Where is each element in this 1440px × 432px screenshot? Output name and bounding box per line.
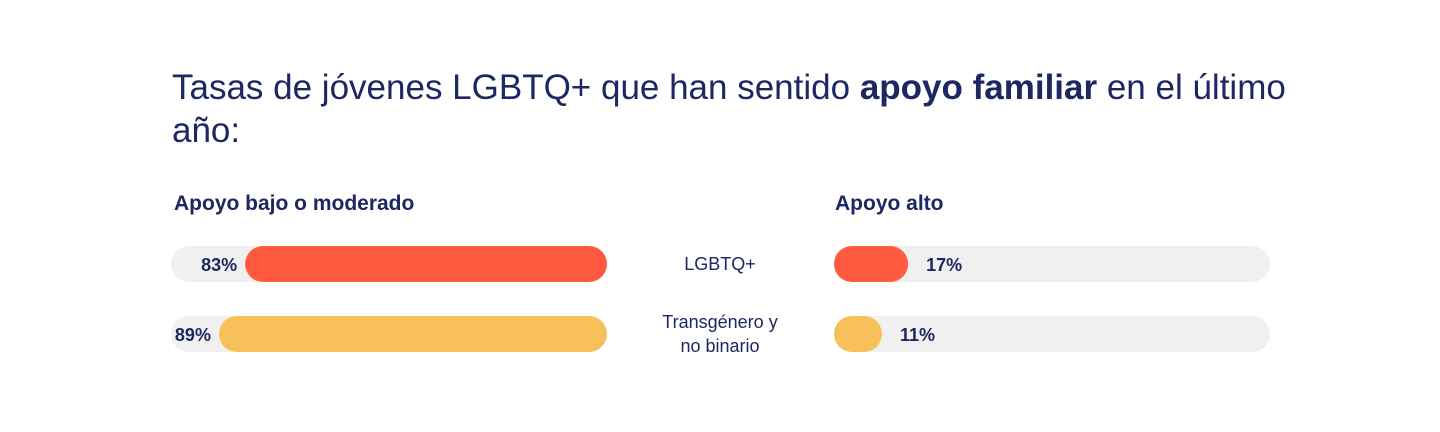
category-label: LGBTQ+ (684, 254, 756, 274)
left-bar (245, 246, 607, 282)
right-track (834, 316, 1270, 352)
right-track (834, 246, 1270, 282)
page-title: Tasas de jóvenes LGBTQ+ que han sentido … (172, 66, 1292, 152)
category-label: Transgénero y (662, 312, 777, 332)
category-label: no binario (680, 336, 759, 356)
title-part2: en el último año: (172, 68, 1286, 150)
right-bar (834, 246, 909, 282)
left-value-label: 89% (175, 325, 211, 345)
right-value-label: 17% (926, 255, 962, 275)
right-bar (834, 316, 882, 352)
right-value-label: 11% (900, 325, 935, 345)
right-group-title: Apoyo alto (835, 192, 944, 215)
title-bold: apoyo familiar (859, 68, 1098, 107)
left-bar (218, 316, 607, 352)
title-part1: Tasas de jóvenes LGBTQ+ que han sentido (172, 68, 860, 107)
left-group-title: Apoyo bajo o moderado (174, 192, 415, 215)
left-value-label: 83% (201, 255, 237, 275)
